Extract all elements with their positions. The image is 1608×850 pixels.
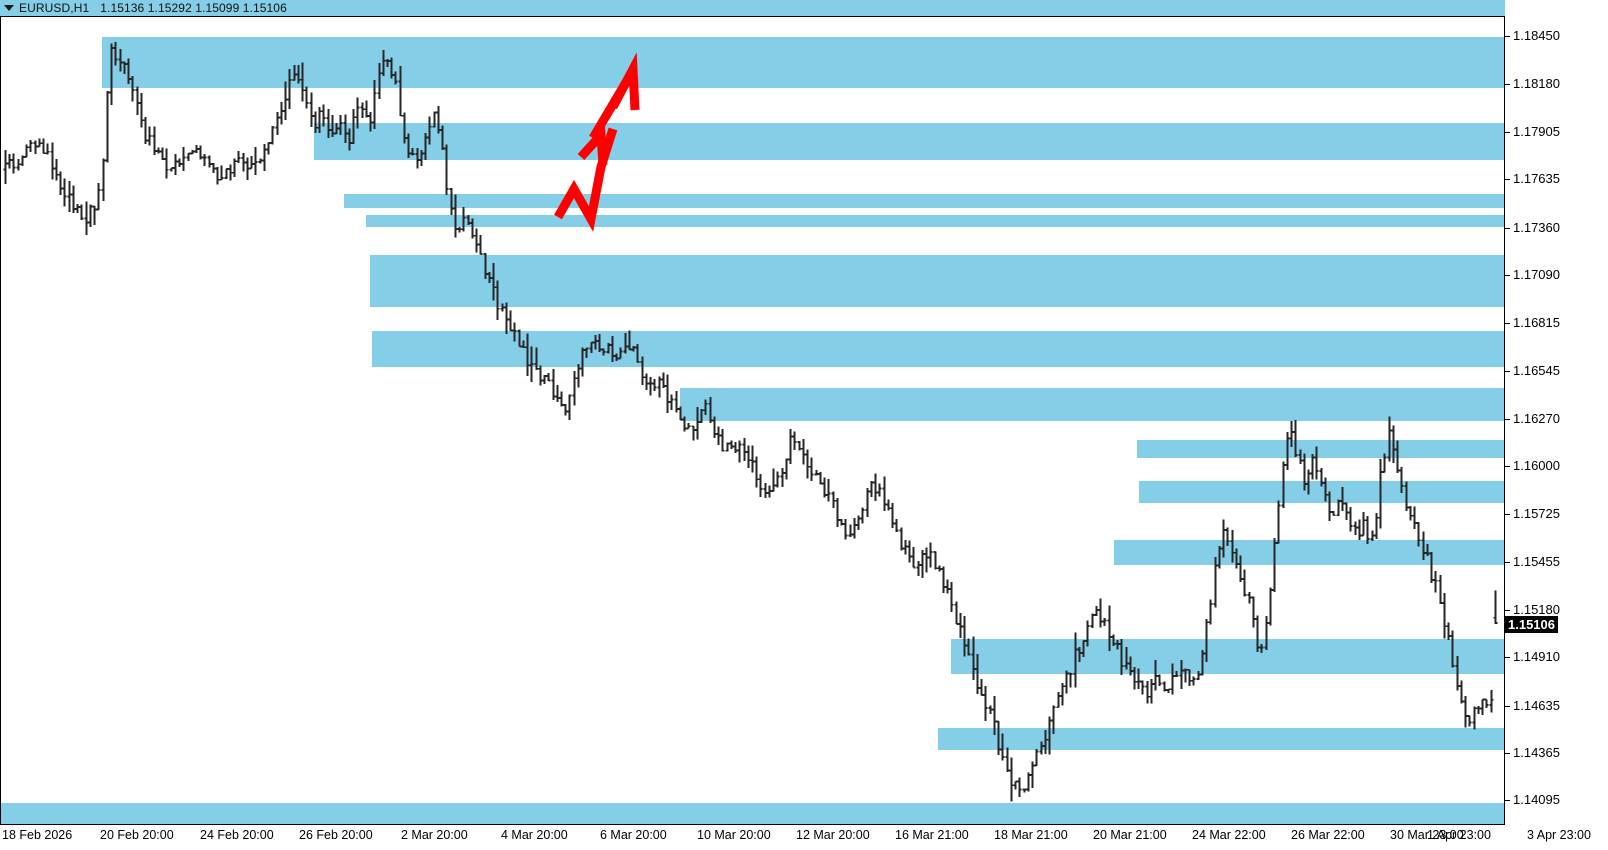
- price-axis-label: 1.17635: [1505, 172, 1560, 186]
- price-axis-label: 1.15725: [1505, 507, 1560, 521]
- price-axis-label: 1.16545: [1505, 362, 1560, 378]
- price-tick-mark: [1505, 705, 1510, 707]
- price-tick-mark: [1505, 514, 1510, 516]
- supply-demand-zone: [1137, 440, 1504, 458]
- price-value: 1.18450: [1513, 28, 1560, 44]
- time-axis-label: 3 Apr 23:00: [1527, 828, 1591, 842]
- time-axis-label: 6 Mar 20:00: [600, 828, 667, 842]
- price-tick-mark: [1505, 36, 1510, 38]
- time-axis-label: 16 Mar 21:00: [895, 828, 969, 842]
- price-axis-label: 1.14095: [1505, 793, 1560, 807]
- price-tick-mark: [1505, 418, 1510, 420]
- current-price-badge: 1.15106: [1505, 615, 1558, 633]
- supply-demand-zone: [1, 803, 1504, 824]
- price-value: 1.16545: [1513, 362, 1560, 378]
- supply-demand-zone: [1114, 540, 1504, 565]
- price-axis-label: 1.16270: [1505, 410, 1560, 426]
- price-axis-label: 1.18450: [1505, 29, 1560, 43]
- price-value: 1.17360: [1513, 219, 1560, 235]
- chart-header-bar[interactable]: EURUSD,H1 1.15136 1.15292 1.15099 1.1510…: [0, 0, 1505, 17]
- time-axis-label: 26 Mar 22:00: [1291, 828, 1365, 842]
- price-axis-label: 1.17905: [1505, 123, 1560, 139]
- price-axis-label: 1.17360: [1505, 219, 1560, 235]
- time-axis-label: 24 Feb 20:00: [200, 828, 274, 842]
- price-value: 1.14910: [1513, 649, 1560, 665]
- red-arrow-annotation[interactable]: [1, 17, 1505, 824]
- price-tick-mark: [1505, 274, 1510, 276]
- price-tick-mark: [1505, 370, 1510, 372]
- supply-demand-zone: [344, 194, 1504, 208]
- time-axis-label: 26 Feb 20:00: [299, 828, 373, 842]
- price-tick-mark: [1505, 610, 1510, 612]
- price-tick-mark: [1505, 179, 1510, 181]
- triangle-down-icon[interactable]: [4, 5, 14, 11]
- price-value: 1.16270: [1513, 410, 1560, 426]
- supply-demand-zone: [938, 728, 1504, 750]
- time-axis-label: 30 Mar 23:00: [1390, 828, 1464, 842]
- time-axis-label: 20 Feb 20:00: [100, 828, 174, 842]
- price-value: 1.15455: [1513, 553, 1560, 569]
- price-tick-mark: [1505, 753, 1510, 754]
- chart-plot-area[interactable]: [0, 17, 1505, 825]
- time-axis-label: 18 Mar 21:00: [994, 828, 1068, 842]
- price-tick-mark: [1505, 466, 1510, 468]
- price-tick-mark: [1505, 83, 1510, 85]
- time-axis-label: 20 Mar 21:00: [1093, 828, 1167, 842]
- price-axis-label: 1.17090: [1505, 266, 1560, 282]
- price-value: 1.18180: [1513, 75, 1560, 91]
- supply-demand-zone: [102, 37, 1504, 88]
- supply-demand-zone: [370, 255, 1504, 307]
- time-axis-label: 24 Mar 22:00: [1192, 828, 1266, 842]
- price-tick-mark: [1505, 323, 1510, 325]
- symbol-period-label: EURUSD,H1: [19, 1, 90, 15]
- price-value: 1.17635: [1513, 171, 1560, 187]
- price-axis-label: 1.16000: [1505, 459, 1560, 473]
- supply-demand-zone: [680, 388, 1504, 421]
- price-value: 1.16000: [1513, 458, 1560, 474]
- supply-demand-zone: [372, 331, 1504, 367]
- supply-demand-zones-layer: [1, 17, 1504, 824]
- price-axis-label: 1.15180: [1505, 601, 1560, 617]
- time-axis-label: 2 Mar 20:00: [401, 828, 468, 842]
- annotation-layer: [1, 17, 1504, 824]
- time-axis-label: 18 Feb 2026: [2, 828, 73, 842]
- price-axis-label: 1.14910: [1505, 650, 1560, 664]
- supply-demand-zone: [314, 123, 1504, 160]
- price-value: 1.14365: [1513, 744, 1560, 760]
- price-tick-mark: [1505, 561, 1510, 563]
- time-scale-axis: 18 Feb 2026 20 Feb 20:00 24 Feb 20:00 26 Fe…: [0, 826, 1608, 850]
- price-value: 1.16815: [1513, 315, 1560, 331]
- time-axis-label: 4 Mar 20:00: [501, 828, 568, 842]
- price-value: 1.17905: [1513, 123, 1560, 139]
- price-tick-mark: [1505, 800, 1510, 802]
- supply-demand-zone: [951, 639, 1504, 674]
- time-axis-label: 1 Apr 23:00: [1427, 828, 1491, 842]
- price-tick-mark: [1505, 227, 1510, 229]
- price-tick-mark: [1505, 657, 1510, 659]
- price-bars-layer: [1, 17, 1504, 824]
- price-value: 1.14635: [1513, 697, 1560, 713]
- supply-demand-zone: [1139, 481, 1504, 503]
- price-tick-mark: [1505, 131, 1510, 133]
- price-value: 1.17090: [1513, 266, 1560, 282]
- price-scale-axis: 1.15106 1.18450 1.18180 1.17905 1.17635 1.17…: [1505, 17, 1608, 825]
- price-value: 1.15180: [1513, 601, 1560, 617]
- ohlc-bars-svg: [3, 41, 1498, 802]
- price-value: 1.15725: [1513, 506, 1560, 522]
- price-axis-label: 1.14635: [1505, 697, 1560, 713]
- time-axis-label: 10 Mar 20:00: [697, 828, 771, 842]
- price-axis-label: 1.15455: [1505, 553, 1560, 569]
- supply-demand-zone: [366, 215, 1504, 227]
- price-axis-label: 1.14365: [1505, 744, 1560, 760]
- price-axis-label: 1.16815: [1505, 316, 1560, 330]
- time-axis-label: 12 Mar 20:00: [796, 828, 870, 842]
- price-axis-label: 1.18180: [1505, 75, 1560, 91]
- price-value: 1.14095: [1513, 792, 1560, 808]
- ohlc-values-label: 1.15136 1.15292 1.15099 1.15106: [100, 1, 287, 15]
